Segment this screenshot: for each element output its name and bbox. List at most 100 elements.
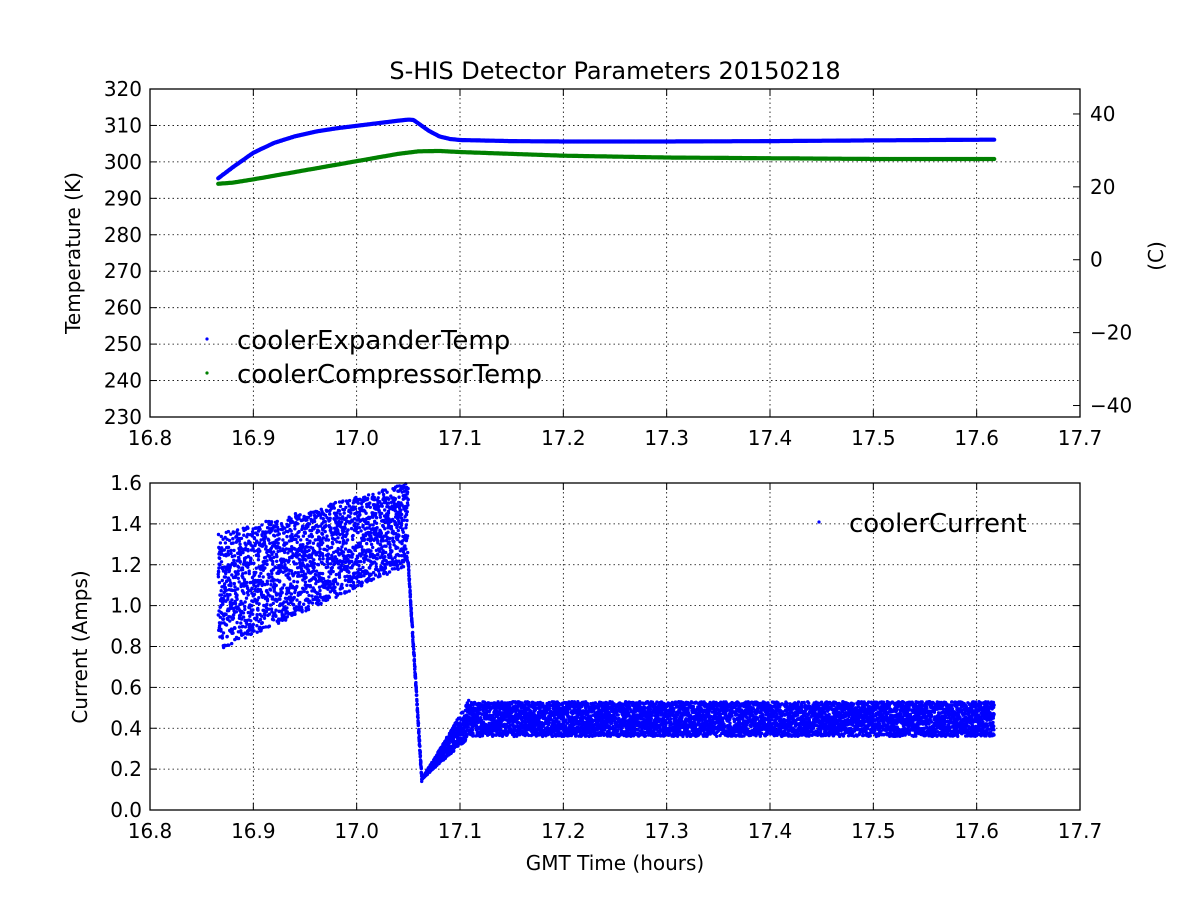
cooler-current-point (224, 570, 228, 575)
cooler-current-point (405, 518, 409, 523)
cooler-current-point (373, 573, 378, 577)
cooler-current-point (419, 771, 424, 775)
cooler-current-point (379, 511, 384, 516)
cooler-current-point (232, 559, 236, 563)
cooler-current-point (339, 591, 343, 596)
cooler-current-point (377, 491, 381, 495)
cooler-current-point (224, 623, 229, 627)
cooler-current-point (351, 533, 355, 538)
cooler-current-point (415, 702, 419, 706)
cooler-current-point (340, 586, 344, 590)
cooler-current-point (305, 545, 310, 549)
cooler-current-point (250, 604, 254, 608)
cooler-current-point (396, 546, 400, 550)
cooler-current-point (368, 505, 372, 509)
cooler-current-point (312, 519, 317, 524)
cooler-current-point (224, 612, 228, 617)
cooler-current-point (349, 511, 353, 515)
cooler-current-point (366, 493, 371, 497)
cooler-current-point (254, 570, 258, 575)
cooler-current-point (270, 595, 275, 599)
cooler-current-point (236, 587, 240, 591)
cooler-current-point (221, 631, 226, 635)
cooler-current-point (340, 545, 344, 549)
cooler-current-point (412, 659, 417, 663)
cooler-current-point (378, 574, 382, 578)
temperature-xtick-label: 17.0 (334, 426, 379, 450)
cooler-current-point (322, 562, 326, 567)
temperature-ytick-label: 280 (104, 223, 142, 247)
cooler-current-point (375, 557, 379, 561)
cooler-current-point (328, 512, 332, 516)
cooler-current-point (302, 589, 306, 593)
temperature-xtick-label: 16.8 (128, 426, 173, 450)
cooler-current-point (412, 647, 416, 651)
cooler-current-point (238, 542, 242, 546)
cooler-current-point (310, 594, 314, 598)
cooler-current-point (231, 537, 235, 541)
cooler-current-point (231, 531, 236, 535)
cooler-current-point (323, 529, 327, 534)
cooler-current-point (295, 584, 299, 589)
cooler-current-point (406, 497, 410, 502)
cooler-current-point (402, 518, 406, 522)
cooler-current-point (386, 511, 391, 515)
cooler-current-point (374, 511, 378, 516)
cooler-current-point (218, 541, 223, 545)
cooler-current-point (281, 538, 285, 542)
cooler-current-point (327, 575, 331, 579)
cooler-current-point (405, 490, 410, 494)
cooler-current-point (418, 744, 422, 748)
cooler-current-point (235, 620, 239, 625)
cooler-current-point (368, 531, 373, 535)
temperature-ytick-label: 240 (104, 369, 142, 393)
legend-marker-expander (205, 337, 209, 341)
cooler-current-point (247, 571, 251, 576)
cooler-current-point (283, 563, 287, 567)
cooler-current-point (358, 559, 363, 564)
cooler-current-point (276, 527, 280, 532)
cooler-current-point (362, 537, 367, 542)
cooler-current-point (321, 541, 325, 545)
cooler-current-point (249, 632, 254, 636)
temperature-xtick-label: 17.6 (954, 426, 999, 450)
cooler-current-point (232, 581, 236, 586)
cooler-current-point (229, 548, 233, 553)
cooler-current-point (407, 568, 411, 573)
cooler-current-point (305, 537, 309, 542)
cooler-current-point (231, 631, 235, 635)
cooler-current-point (351, 537, 355, 542)
cooler-current-point (228, 593, 232, 597)
cooler-current-point (338, 540, 342, 544)
cooler-current-point (348, 515, 352, 519)
cooler-current-point (404, 523, 408, 527)
cooler-current-point (260, 614, 264, 618)
temperature-ticks: 16.8 16.9 17.0 17.1 17.2 17.3 17.4 17.5 17.6 17.7… (104, 77, 1132, 450)
cooler-current-point (304, 575, 308, 580)
cooler-current-point (318, 588, 322, 593)
cooler-current-point (268, 588, 273, 592)
cooler-current-point (355, 556, 360, 560)
cooler-current-point (236, 572, 240, 576)
temperature-ytick-label: 300 (104, 150, 142, 174)
cooler-current-point (384, 550, 388, 555)
cooler-current-point (237, 565, 241, 569)
cooler-current-point (360, 505, 364, 509)
cooler-current-point (251, 622, 256, 627)
cooler-current-point (415, 693, 419, 697)
cooler-current-point (261, 575, 265, 579)
cooler-current-point (285, 615, 289, 619)
cooler-current-point (356, 501, 360, 505)
cooler-current-point (233, 626, 237, 630)
cooler-current-point (265, 559, 269, 563)
cooler-current-point (306, 607, 311, 612)
cooler-current-point (220, 636, 225, 640)
cooler-current-point (353, 586, 357, 590)
cooler-current-point (275, 554, 279, 559)
cooler-current-point (368, 501, 372, 505)
temperature-xtick-label: 17.4 (748, 426, 793, 450)
cooler-current-point (233, 554, 237, 558)
cooler-current-point (419, 760, 423, 764)
cooler-current-point (265, 602, 269, 606)
cooler-current-point (356, 522, 360, 526)
